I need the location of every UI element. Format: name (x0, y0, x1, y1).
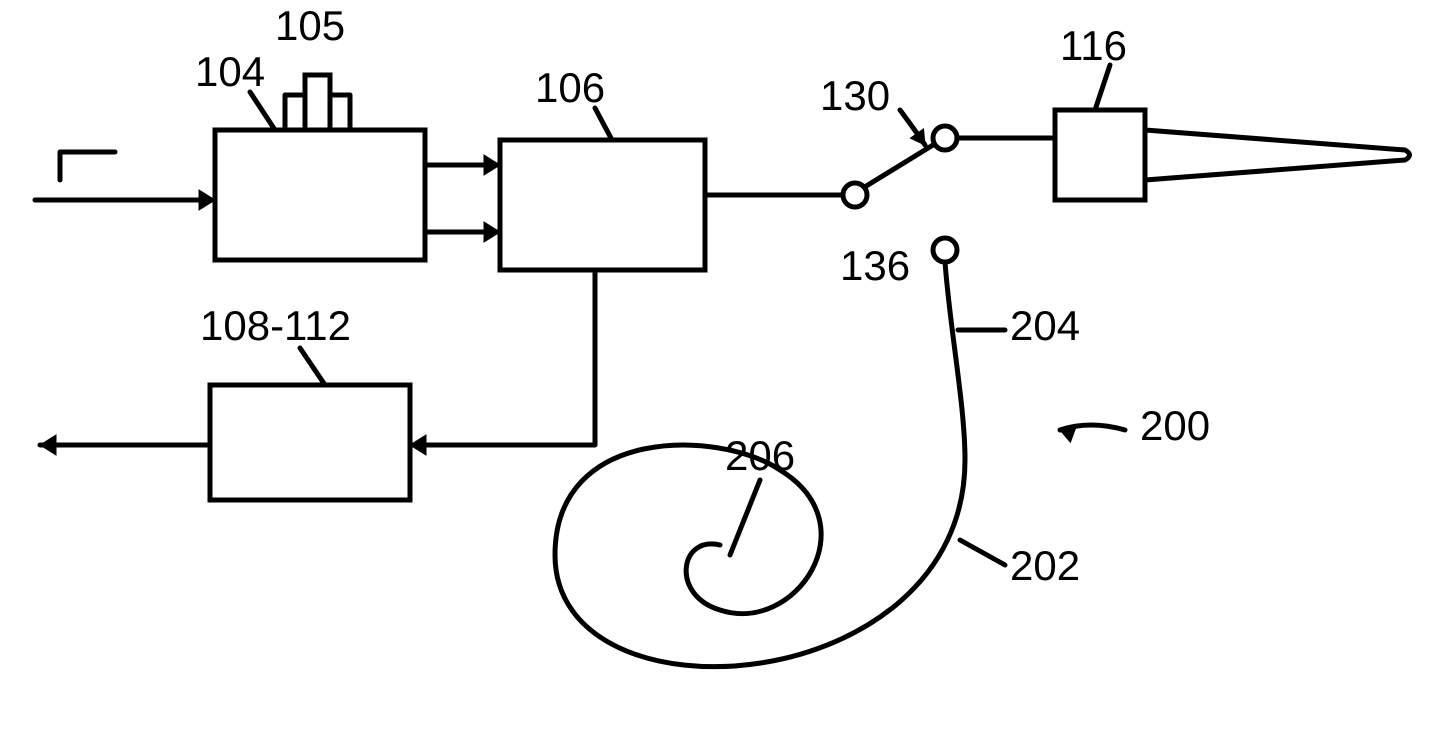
input-step-waveform (60, 152, 115, 180)
leader-116 (1095, 65, 1110, 110)
block-105 (305, 75, 330, 130)
ref-200-arrowhead (1060, 427, 1076, 442)
block-108-112 (210, 385, 410, 500)
block-diagram: 104105 106 108-112 116 130 136 200 202 204 206 (0, 0, 1449, 743)
label-108-112: 108-112 (200, 302, 351, 349)
label-202: 202 (1010, 542, 1080, 589)
block-104 (215, 130, 425, 260)
block-116 (1055, 110, 1145, 200)
label-200: 200 (1140, 402, 1210, 449)
leader-104 (250, 92, 275, 130)
switch-top-node (933, 126, 957, 150)
label-106: 106 (535, 64, 605, 111)
label-104: 104 (195, 48, 265, 95)
leader-108-112 (300, 348, 325, 385)
horn-output (1145, 130, 1410, 180)
switch-bottom-node (933, 238, 957, 262)
label-204: 204 (1010, 302, 1080, 349)
label-206: 206 (725, 432, 795, 479)
block-105-lead-right (330, 95, 350, 130)
label-105: 105 (275, 2, 345, 49)
arrow-108-out (40, 435, 56, 455)
conn-106-108 (410, 270, 595, 445)
label-130: 130 (820, 72, 890, 119)
label-116: 116 (1060, 22, 1127, 69)
switch-pivot-node (843, 183, 867, 207)
block-106 (500, 140, 705, 270)
ref-206-leader (730, 480, 760, 555)
leader-106 (595, 108, 612, 140)
label-136: 136 (840, 242, 910, 289)
block-105-lead-left (285, 95, 305, 130)
switch-arm (863, 145, 933, 188)
ref-202-leader (960, 540, 1005, 565)
